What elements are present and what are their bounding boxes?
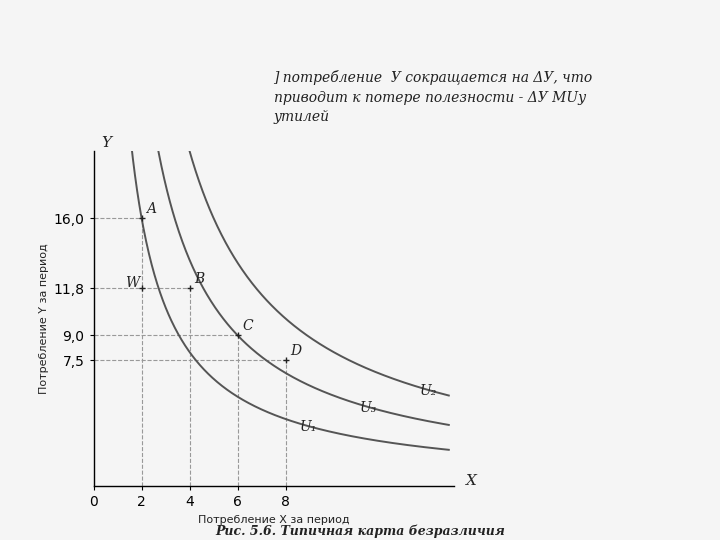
Text: X: X — [466, 474, 477, 488]
Text: U₁: U₁ — [300, 420, 318, 434]
Text: D: D — [290, 345, 302, 359]
Text: A: A — [146, 202, 156, 216]
Text: U₂: U₂ — [420, 384, 437, 398]
Text: B: B — [194, 273, 204, 286]
Text: Y: Y — [101, 136, 111, 150]
Text: C: C — [243, 319, 253, 333]
Text: ] потребление  У сокращается на ΔУ, что
приводит к потере полезности - ΔУ MUy
ут: ] потребление У сокращается на ΔУ, что п… — [274, 70, 593, 124]
X-axis label: Потребление X за период: Потребление X за период — [198, 515, 349, 524]
Text: Рис. 5.6. Типичная карта безразличия: Рис. 5.6. Типичная карта безразличия — [215, 524, 505, 538]
Text: W: W — [125, 276, 139, 290]
Text: U₃: U₃ — [360, 401, 377, 415]
Y-axis label: Потребление Y за период: Потребление Y за период — [40, 243, 50, 394]
